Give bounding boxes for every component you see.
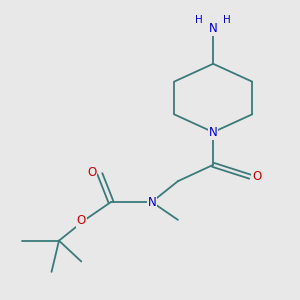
Text: O: O: [87, 166, 96, 179]
Text: O: O: [252, 170, 262, 183]
Text: N: N: [209, 22, 218, 34]
Text: N: N: [148, 196, 156, 208]
Text: H: H: [224, 15, 231, 25]
Text: O: O: [76, 214, 86, 227]
Text: H: H: [195, 15, 203, 25]
Text: N: N: [209, 126, 218, 139]
